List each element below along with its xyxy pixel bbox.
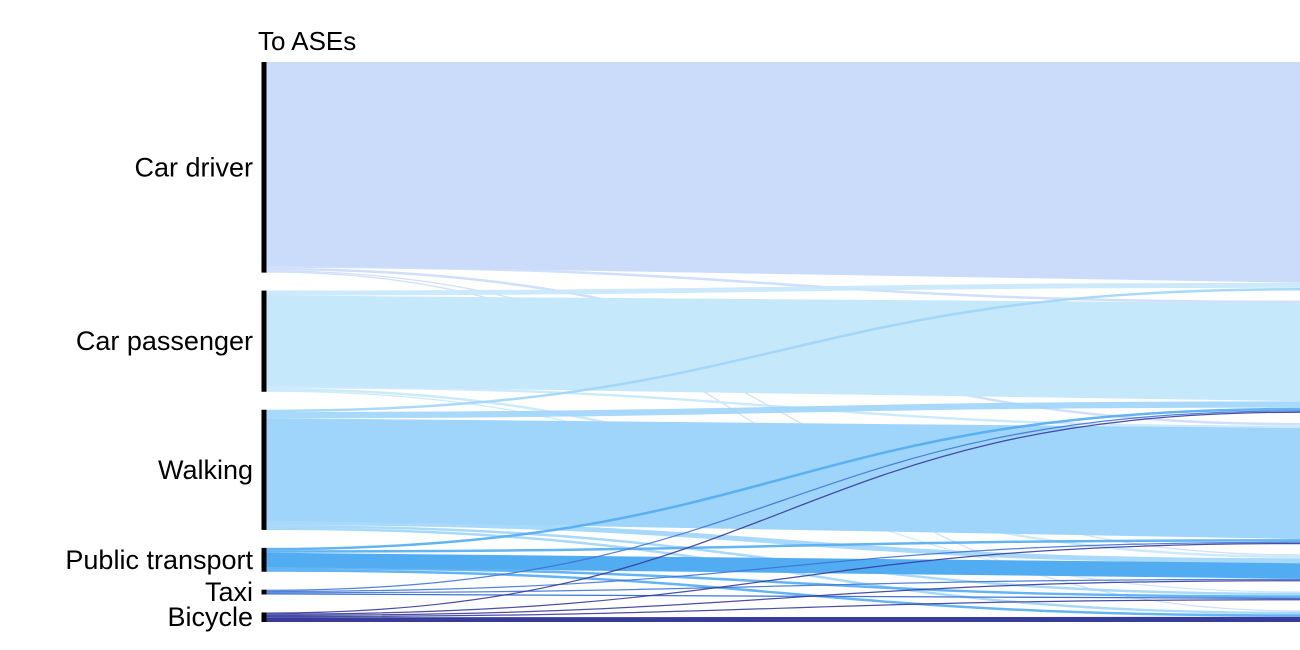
flow-car-passenger-to-car-passenger: [264, 295, 1300, 402]
flow-taxi-to-car-passenger: [263, 410, 1300, 591]
chart-title: To ASEs: [258, 26, 357, 56]
node-bar-bicycle: [261, 612, 267, 622]
flow-bicycle-to-car-passenger: [263, 411, 1300, 614]
flow-public-transport-to-taxi: [263, 566, 1300, 598]
flow-public-transport-to-walking: [263, 539, 1300, 553]
node-label-car-driver: Car driver: [134, 152, 253, 182]
flow-car-passenger-to-car-driver: [263, 282, 1300, 296]
flow-taxi-to-walking: [263, 541, 1300, 593]
node-bar-taxi: [261, 589, 267, 595]
node-label-bicycle: Bicycle: [167, 602, 253, 632]
flow-car-driver-to-car-driver: [264, 62, 1300, 283]
node-label-walking: Walking: [158, 455, 253, 485]
flow-taxi-to-taxi: [264, 593, 1300, 600]
node-label-public-transport: Public transport: [65, 545, 253, 575]
flow-walking-to-public-transport: [263, 520, 1300, 564]
flows: [263, 62, 1300, 622]
flow-bicycle-to-public-transport: [263, 580, 1300, 617]
flow-walking-to-car-driver: [263, 288, 1300, 413]
flow-car-driver-to-car-passenger: [263, 265, 1300, 304]
node-bar-walking: [261, 409, 267, 530]
node-bar-public-transport: [261, 547, 267, 572]
flow-public-transport-to-public-transport: [264, 552, 1300, 579]
node-bar-car-passenger: [261, 290, 267, 392]
node-label-car-passenger: Car passenger: [76, 326, 253, 356]
flow-public-transport-to-bicycle: [263, 569, 1300, 617]
flow-bicycle-to-taxi: [263, 599, 1300, 618]
flow-bicycle-to-bicycle: [264, 616, 1300, 622]
flow-public-transport-to-car-passenger: [263, 407, 1300, 551]
node-bar-car-driver: [261, 62, 267, 273]
flow-taxi-to-public-transport: [263, 578, 1300, 594]
nodes: Car driver Car passenger Walking Public tra…: [65, 62, 267, 632]
flow-walking-to-car-passenger: [263, 401, 1300, 419]
node-label-taxi: Taxi: [205, 577, 253, 607]
flow-bicycle-to-walking: [263, 542, 1300, 615]
